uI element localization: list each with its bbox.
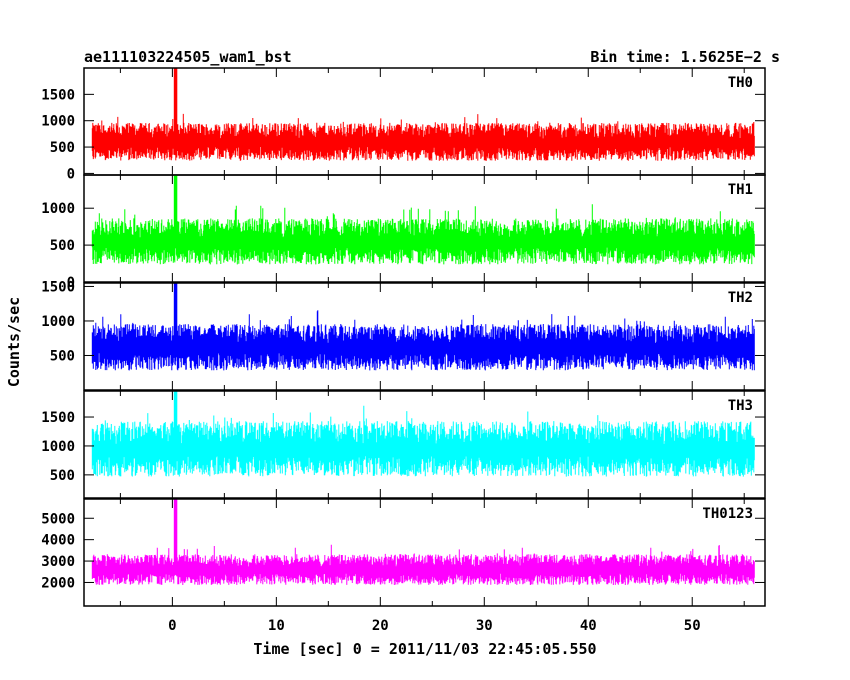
y-axis-label: Counts/sec (5, 297, 23, 387)
y-tick-label: 1500 (41, 410, 75, 426)
panel-frame (83, 282, 766, 391)
panel-th2: 500 1000 1500 TH2 (41, 279, 766, 391)
panel-th1: 0 500 1000 TH1 (41, 174, 766, 291)
x-tick-label: 20 (372, 618, 389, 634)
y-tick-label: 0 (67, 275, 75, 291)
panel-label: TH2 (728, 290, 753, 306)
panel-th0: 0 500 1000 1500 TH0 (41, 67, 766, 182)
panels-group: 050010001500TH005001000TH150010001500TH2… (41, 67, 766, 634)
x-axis-label: Time [sec] 0 = 2011/11/03 22:45:05.550 (253, 640, 596, 658)
panel-label: TH0 (728, 75, 753, 91)
y-tick-label: 5000 (41, 511, 75, 527)
panel-th3: 500 1000 1500 TH3 (41, 390, 766, 499)
panel-frame (83, 67, 766, 176)
x-tick-label: 50 (684, 618, 701, 634)
series-th2 (91, 283, 755, 371)
y-tick-label: 3000 (41, 554, 75, 570)
panel-th0123: 2000 3000 4000 5000 TH0123 (41, 498, 766, 607)
panel-frame (83, 390, 766, 499)
panel-frame (83, 498, 766, 607)
y-tick-label: 4000 (41, 533, 75, 549)
y-tick-label: 1000 (41, 439, 75, 455)
y-tick-label: 1000 (41, 201, 75, 217)
panel-frame (83, 174, 766, 283)
y-tick-label: 500 (50, 140, 75, 156)
y-tick-label: 1500 (41, 87, 75, 103)
series-th3 (91, 391, 755, 477)
y-tick-label: 1500 (41, 279, 75, 295)
header-right-title: Bin time: 1.5625E−2 s (590, 48, 780, 66)
x-tick-label: 10 (268, 618, 285, 634)
x-tick-label: 30 (476, 618, 493, 634)
x-tick-label: 40 (580, 618, 597, 634)
panel-label: TH1 (728, 182, 753, 198)
x-tick-label: 0 (168, 618, 176, 634)
series-th1 (91, 175, 755, 265)
y-tick-label: 500 (50, 468, 75, 484)
y-tick-label: 0 (67, 166, 75, 182)
y-tick-label: 2000 (41, 575, 75, 591)
y-tick-label: 1000 (41, 314, 75, 330)
series-th0 (91, 68, 755, 161)
series-th0123 (91, 499, 755, 585)
header-left-title: ae111103224505_wam1_bst (84, 48, 292, 66)
panel-label: TH3 (728, 398, 753, 414)
panel-label: TH0123 (702, 506, 753, 522)
y-tick-label: 500 (50, 348, 75, 364)
y-tick-label: 500 (50, 238, 75, 254)
y-tick-label: 1000 (41, 114, 75, 130)
